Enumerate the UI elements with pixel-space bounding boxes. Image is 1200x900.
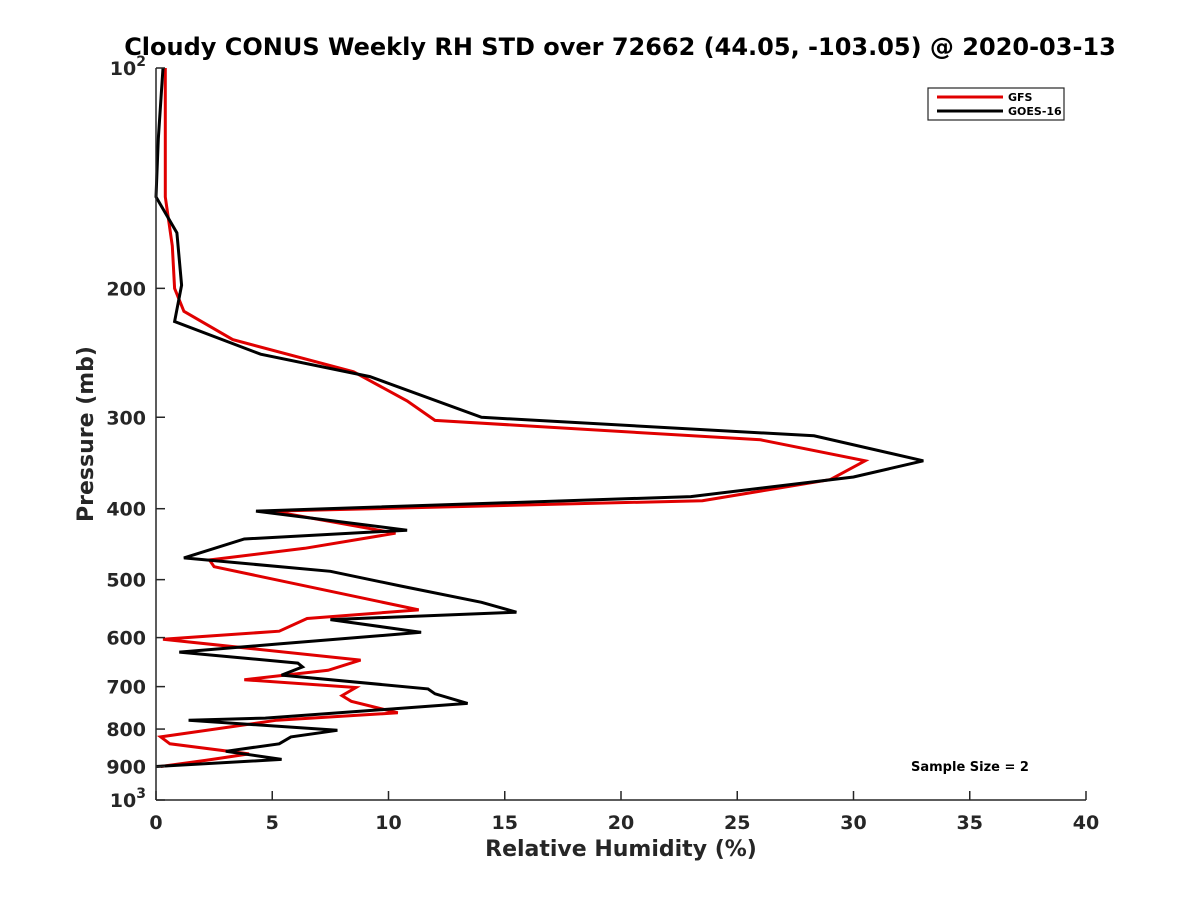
plot-area xyxy=(156,68,1086,800)
y-tick-label-exponent: 3 xyxy=(136,786,146,802)
chart-title: Cloudy CONUS Weekly RH STD over 72662 (4… xyxy=(124,33,1116,61)
x-tick-label: 10 xyxy=(375,812,401,834)
series-line-gfs xyxy=(156,68,870,768)
x-tick-label: 30 xyxy=(840,812,866,834)
series-line-goes-16 xyxy=(154,67,924,768)
y-tick-label-exponent: 2 xyxy=(136,54,146,70)
y-tick-label: 103 xyxy=(110,786,146,812)
x-axis-ticks: 0 5 10 15 20 25 30 35 40 xyxy=(149,791,1099,834)
y-tick-label: 102 xyxy=(110,54,146,80)
x-tick-label: 15 xyxy=(492,812,518,834)
y-tick-label: 600 xyxy=(106,628,146,650)
x-tick-label: 25 xyxy=(724,812,750,834)
x-tick-label: 20 xyxy=(608,812,634,834)
legend: GFS GOES-16 xyxy=(927,87,1065,121)
x-tick-label: 5 xyxy=(266,812,279,834)
legend-box xyxy=(927,87,1065,121)
y-tick-label: 700 xyxy=(106,677,146,699)
sample-size-annotation: Sample Size = 2 xyxy=(911,760,1029,775)
x-tick-label: 40 xyxy=(1073,812,1099,834)
y-axis-label: Pressure (mb) xyxy=(74,346,99,522)
y-tick-label: 500 xyxy=(106,570,146,592)
legend-label-gfs: GFS xyxy=(1008,91,1033,104)
y-tick-label: 400 xyxy=(106,499,146,521)
y-tick-label: 900 xyxy=(106,757,146,779)
y-tick-label-base: 10 xyxy=(110,790,136,812)
x-axis-label: Relative Humidity (%) xyxy=(485,837,757,862)
series-layer xyxy=(154,67,924,768)
x-tick-label: 0 xyxy=(149,812,162,834)
y-tick-label-base: 10 xyxy=(110,58,136,80)
x-tick-label: 35 xyxy=(957,812,983,834)
legend-label-goes-16: GOES-16 xyxy=(1008,105,1062,118)
y-tick-label: 800 xyxy=(106,719,146,741)
y-tick-label: 300 xyxy=(106,407,146,429)
y-tick-label: 200 xyxy=(106,278,146,300)
